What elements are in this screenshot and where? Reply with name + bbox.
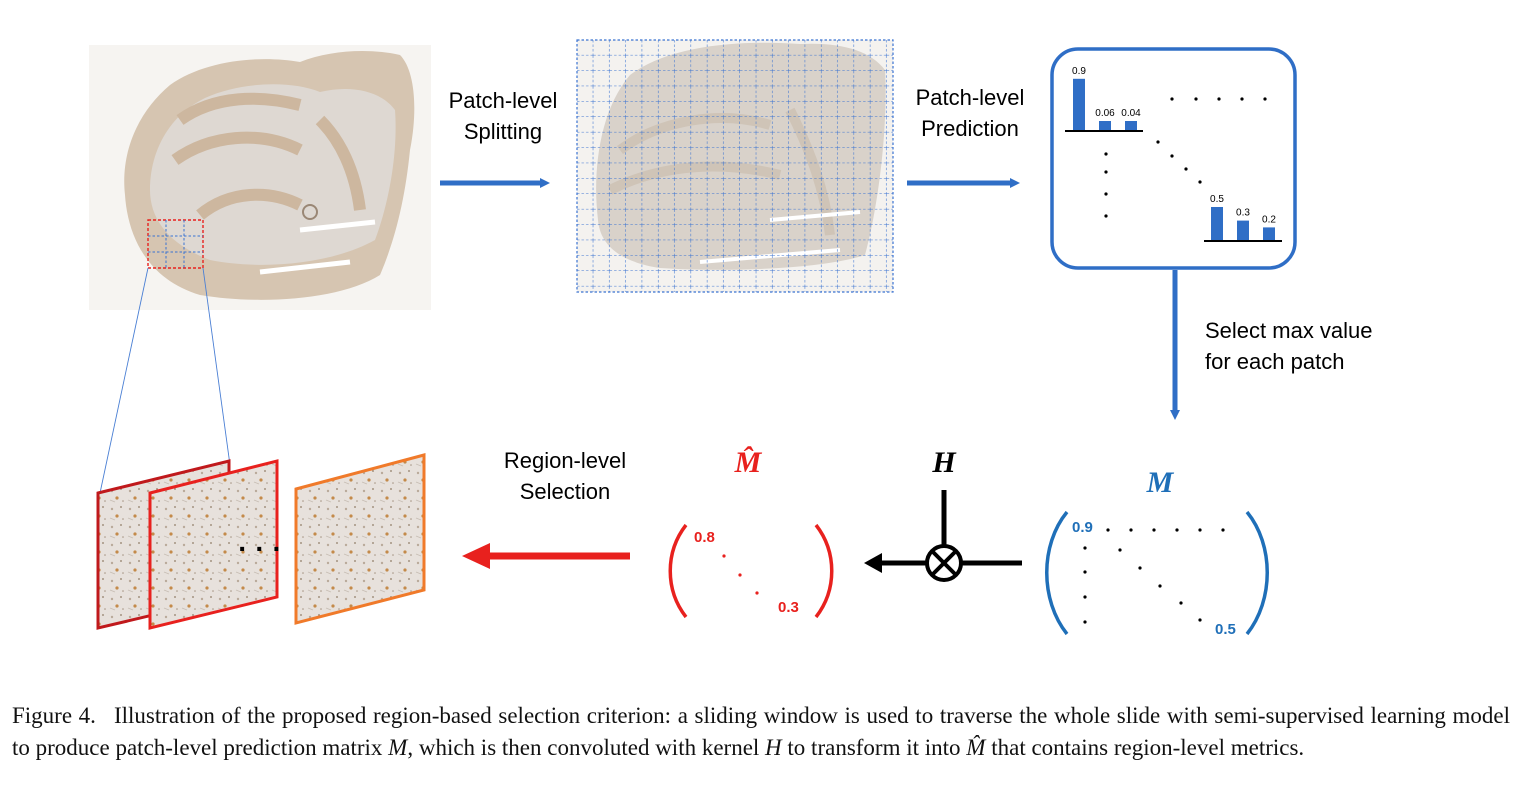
matrix-m-hat-right-paren [814, 523, 834, 619]
bottom-bar-2 [1237, 220, 1249, 241]
matrix-m-left-paren [1045, 510, 1069, 636]
arrow-to-m-hat [864, 553, 882, 573]
whole-slide-image [89, 45, 431, 310]
caption-var-mhat: M̂ [966, 735, 986, 760]
caption-text-3: to transform it into [781, 735, 967, 760]
matrix-m-hat-top-left: 0.8 [694, 529, 715, 546]
selected-patch-2 [148, 459, 279, 630]
label-patch-splitting-1: Patch-level [449, 88, 558, 113]
label-region-selection-2: Selection [520, 479, 611, 504]
matrix-m-right-paren [1245, 510, 1269, 636]
caption-text-4: that contains region-level metrics. [985, 735, 1305, 760]
caption-var-m: M [388, 735, 408, 760]
top-bar-3 [1125, 121, 1137, 131]
bottom-bar-1 [1211, 207, 1223, 241]
label-select-max-1: Select max value [1205, 318, 1373, 343]
gridded-slide-image [576, 39, 894, 293]
label-region-selection-1: Region-level [504, 448, 626, 473]
selected-patch-n [294, 453, 426, 625]
caption-text-1: Illustration of the proposed region-base… [12, 703, 1510, 760]
top-bar-label-2: 0.06 [1095, 108, 1115, 119]
bottom-bar-label-2: 0.3 [1236, 208, 1250, 219]
convolution-operator-icon [925, 544, 963, 582]
matrix-m-hat-bottom-right: 0.3 [778, 599, 799, 616]
label-patch-prediction-2: Prediction [921, 116, 1019, 141]
caption-var-h: H [765, 735, 782, 760]
matrix-m-hat-dots [722, 554, 759, 595]
label-select-max-2: for each patch [1205, 349, 1344, 374]
kernel-h-label: H [931, 446, 957, 479]
figure-caption: Figure 4. Illustration of the proposed re… [12, 700, 1510, 764]
caption-label: Figure 4. [12, 703, 96, 728]
label-patch-splitting-2: Splitting [464, 119, 542, 144]
bar-group-top: 0.9 0.06 0.04 [1072, 66, 1141, 131]
matrix-m-hat-left-paren [668, 523, 688, 619]
figure-diagram: Patch-level Splitting Patch-level Predic… [89, 39, 1373, 638]
bar-group-bottom: 0.5 0.3 0.2 [1210, 194, 1276, 241]
bottom-bar-3 [1263, 227, 1275, 241]
matrix-m-label: M [1146, 466, 1175, 499]
bottom-bar-label-3: 0.2 [1262, 214, 1276, 225]
matrix-m-top-left: 0.9 [1072, 519, 1093, 536]
caption-text-2: , which is then convoluted with kernel [407, 735, 766, 760]
bottom-bar-label-1: 0.5 [1210, 194, 1224, 205]
label-patch-prediction-1: Patch-level [916, 85, 1025, 110]
matrix-m-bottom-right: 0.5 [1215, 621, 1236, 638]
prediction-ellipsis-dots [1104, 97, 1267, 218]
top-bar-label-3: 0.04 [1121, 108, 1141, 119]
top-bar-1 [1073, 78, 1085, 131]
top-bar-label-1: 0.9 [1072, 66, 1086, 77]
patches-ellipsis: · · · [238, 533, 282, 564]
matrix-m-dots [1083, 528, 1225, 624]
matrix-m-hat-label: M̂ [734, 446, 763, 479]
prediction-box [1050, 47, 1297, 270]
top-bar-2 [1099, 121, 1111, 131]
